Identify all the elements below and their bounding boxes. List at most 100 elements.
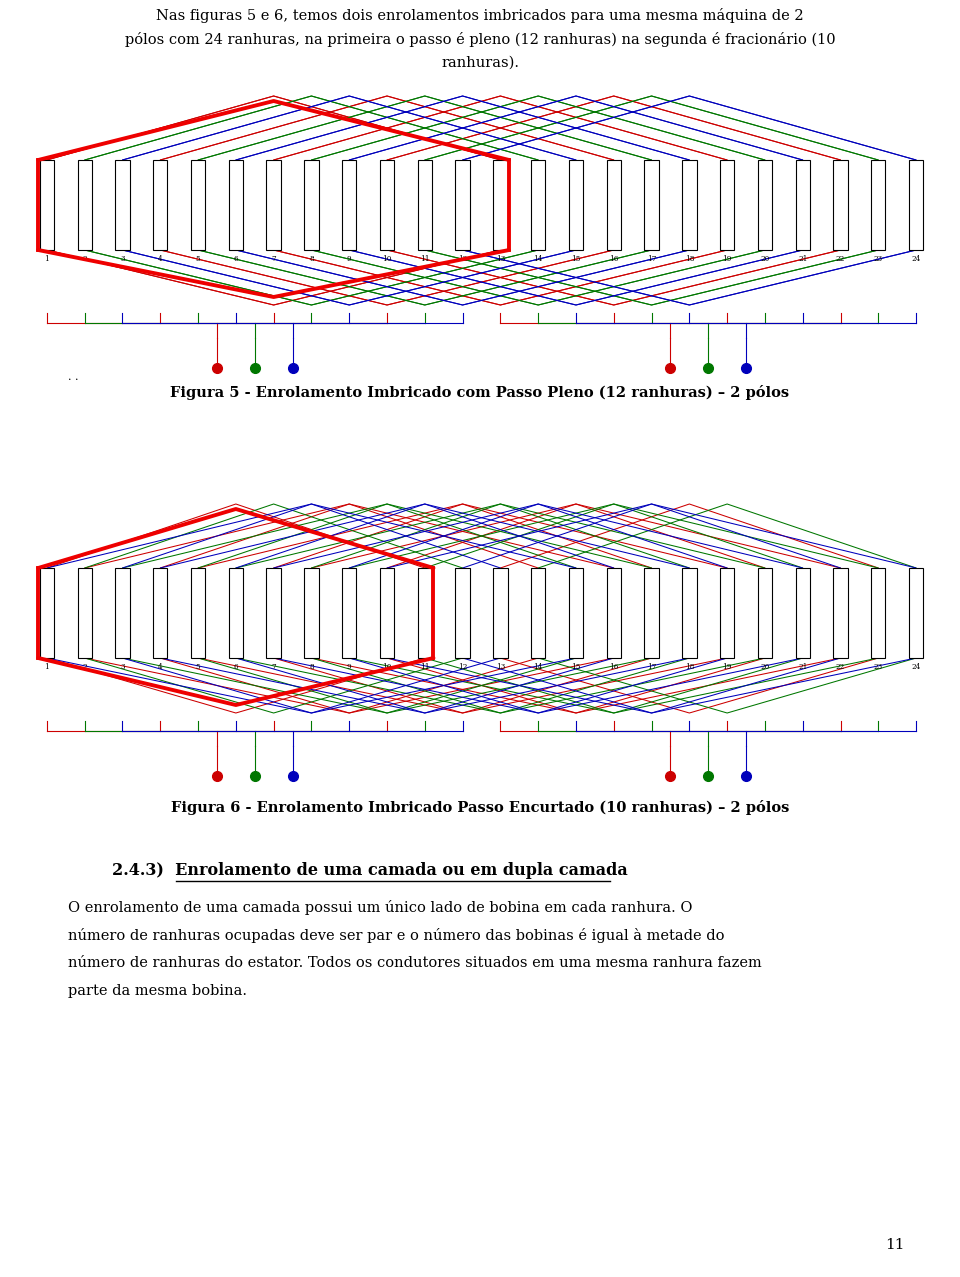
Bar (267, 160, 281, 250)
Text: 10: 10 (382, 663, 392, 670)
Text: 7: 7 (272, 255, 276, 263)
Text: Figura 6 - Enrolamento Imbricado Passo Encurtado (10 ranhuras) – 2 pólos: Figura 6 - Enrolamento Imbricado Passo E… (171, 799, 789, 815)
Text: 17: 17 (647, 663, 657, 670)
Text: 9: 9 (347, 663, 351, 670)
Bar (115, 568, 130, 658)
Text: 1: 1 (44, 255, 49, 263)
Bar (418, 568, 432, 658)
Bar (493, 160, 508, 250)
Text: 23: 23 (874, 663, 883, 670)
Text: 10: 10 (382, 255, 392, 263)
Text: 24: 24 (911, 255, 921, 263)
Text: Figura 5 - Enrolamento Imbricado com Passo Pleno (12 ranhuras) – 2 pólos: Figura 5 - Enrolamento Imbricado com Pas… (171, 384, 789, 400)
Text: 6: 6 (233, 663, 238, 670)
Bar (607, 160, 621, 250)
Bar (493, 568, 508, 658)
Text: parte da mesma bobina.: parte da mesma bobina. (68, 985, 247, 999)
Text: 5: 5 (196, 255, 201, 263)
Text: 8: 8 (309, 663, 314, 670)
Text: 6: 6 (233, 255, 238, 263)
Bar (796, 568, 810, 658)
Text: 2.4.3)  Enrolamento de uma camada ou em dupla camada: 2.4.3) Enrolamento de uma camada ou em d… (112, 862, 628, 879)
Bar (720, 160, 734, 250)
Bar (871, 160, 885, 250)
Text: 20: 20 (760, 255, 770, 263)
Bar (191, 160, 205, 250)
Bar (78, 568, 92, 658)
Bar (380, 568, 395, 658)
Text: O enrolamento de uma camada possui um único lado de bobina em cada ranhura. O: O enrolamento de uma camada possui um ún… (68, 900, 692, 916)
Bar (757, 568, 772, 658)
Bar (568, 568, 583, 658)
Text: 3: 3 (120, 663, 125, 670)
Text: 15: 15 (571, 255, 581, 263)
Text: 3: 3 (120, 255, 125, 263)
Bar (833, 568, 848, 658)
Text: 22: 22 (836, 255, 845, 263)
Text: 13: 13 (495, 255, 505, 263)
Text: 11: 11 (420, 255, 429, 263)
Bar (909, 568, 924, 658)
Text: 18: 18 (684, 255, 694, 263)
Bar (342, 568, 356, 658)
Bar (871, 568, 885, 658)
Text: 20: 20 (760, 663, 770, 670)
Text: 22: 22 (836, 663, 845, 670)
Text: 5: 5 (196, 663, 201, 670)
Bar (796, 160, 810, 250)
Text: 13: 13 (495, 663, 505, 670)
Text: 8: 8 (309, 255, 314, 263)
Bar (833, 160, 848, 250)
Text: 2: 2 (83, 255, 87, 263)
Bar (267, 568, 281, 658)
Bar (191, 568, 205, 658)
Bar (380, 160, 395, 250)
Text: 14: 14 (534, 255, 542, 263)
Text: número de ranhuras do estator. Todos os condutores situados em uma mesma ranhura: número de ranhuras do estator. Todos os … (68, 956, 761, 971)
Bar (455, 568, 469, 658)
Text: . .: . . (68, 372, 79, 382)
Bar (644, 568, 659, 658)
Bar (39, 160, 54, 250)
Bar (644, 160, 659, 250)
Bar (683, 568, 697, 658)
Text: 12: 12 (458, 663, 468, 670)
Bar (342, 160, 356, 250)
Text: 23: 23 (874, 255, 883, 263)
Bar (418, 160, 432, 250)
Bar (78, 160, 92, 250)
Bar (455, 160, 469, 250)
Text: 14: 14 (534, 663, 542, 670)
Text: número de ranhuras ocupadas deve ser par e o número das bobinas é igual à metade: número de ranhuras ocupadas deve ser par… (68, 928, 725, 942)
Bar (531, 160, 545, 250)
Text: 19: 19 (723, 255, 732, 263)
Bar (757, 160, 772, 250)
Bar (607, 568, 621, 658)
Text: 16: 16 (609, 255, 618, 263)
Text: 4: 4 (158, 663, 162, 670)
Bar (228, 568, 243, 658)
Bar (531, 568, 545, 658)
Text: 7: 7 (272, 663, 276, 670)
Text: 12: 12 (458, 255, 468, 263)
Text: 15: 15 (571, 663, 581, 670)
Text: 11: 11 (885, 1237, 904, 1251)
Bar (683, 160, 697, 250)
Text: 18: 18 (684, 663, 694, 670)
Text: Nas figuras 5 e 6, temos dois enrolamentos imbricados para uma mesma máquina de : Nas figuras 5 e 6, temos dois enrolament… (125, 8, 835, 69)
Text: 19: 19 (723, 663, 732, 670)
Bar (304, 568, 319, 658)
Text: 11: 11 (420, 663, 429, 670)
Bar (909, 160, 924, 250)
Bar (304, 160, 319, 250)
Text: 4: 4 (158, 255, 162, 263)
Text: 24: 24 (911, 663, 921, 670)
Text: 1: 1 (44, 663, 49, 670)
Bar (115, 160, 130, 250)
Bar (568, 160, 583, 250)
Text: 21: 21 (798, 255, 807, 263)
Bar (153, 568, 167, 658)
Bar (39, 568, 54, 658)
Text: 17: 17 (647, 255, 657, 263)
Text: 2: 2 (83, 663, 87, 670)
